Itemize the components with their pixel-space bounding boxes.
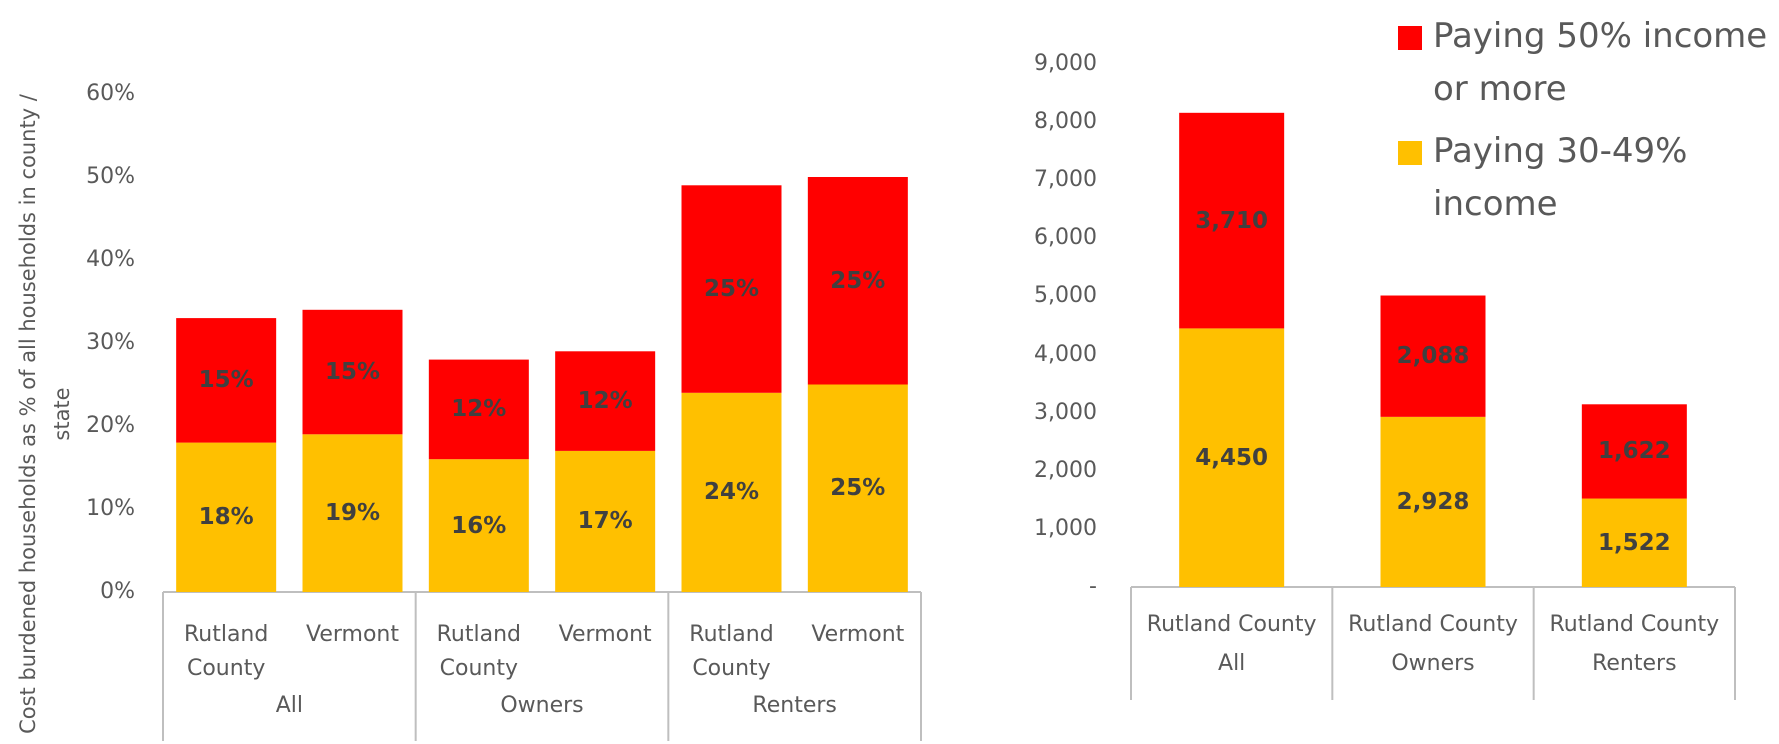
x-tick-label: Rutland County (1348, 612, 1518, 637)
x-tick-label: Rutland County (183, 622, 269, 681)
group-label: Renters (1592, 651, 1677, 676)
bar-segment (555, 351, 656, 451)
group-label: Owners (1391, 651, 1475, 676)
bar-segment (302, 434, 403, 592)
data-label: 24% (703, 479, 760, 506)
x-tick-label: Vermont (811, 622, 905, 647)
x-tick-label: Rutland County (1549, 612, 1720, 637)
group-label: All (275, 693, 303, 718)
bar-segment (428, 459, 529, 592)
data-label: 25% (830, 475, 886, 502)
y-tick-label: 2,000 (1034, 457, 1097, 483)
bar-segment (807, 177, 908, 385)
bar-segment (1179, 112, 1285, 329)
bar-segment (681, 392, 782, 592)
data-label: 18% (198, 504, 254, 531)
y-tick-label: 7,000 (1034, 167, 1097, 193)
bar-segment (302, 309, 403, 435)
y-tick-label: 50% (86, 164, 135, 189)
y-tick-label: 8,000 (1034, 109, 1097, 135)
x-tick-label: Rutland County (689, 622, 774, 681)
y-tick-label: 10% (86, 496, 135, 521)
y-tick-label: 6,000 (1034, 225, 1097, 251)
y-tick-label: 40% (86, 247, 135, 272)
x-tick-label: Vermont (305, 622, 399, 647)
bar-segment (176, 318, 277, 443)
data-label: 1,522 (1597, 529, 1671, 556)
x-tick-label: Rutland County (436, 622, 521, 681)
legend-label: Paying 50% income or more (1433, 16, 1768, 109)
data-label: 16% (451, 512, 507, 539)
group-label: All (1218, 651, 1246, 676)
data-label: 17% (577, 508, 633, 535)
bar-segment (1581, 498, 1687, 587)
x-tick-label: Vermont (558, 622, 652, 647)
bar-segment (1380, 416, 1486, 587)
group-label: Owners (500, 693, 584, 718)
data-label: 25% (703, 276, 760, 303)
legend-swatch (1398, 141, 1422, 165)
bar-segment (555, 450, 656, 592)
y-tick-label: 5,000 (1034, 283, 1097, 309)
data-label: 15% (198, 367, 254, 394)
y-axis-title: Cost burdened households as % of all hou… (16, 94, 74, 734)
bar-segment (1380, 295, 1486, 417)
data-label: 3,710 (1195, 207, 1269, 234)
bar-segment (428, 359, 529, 460)
group-label: Renters (752, 693, 837, 718)
data-label: 2,928 (1396, 488, 1470, 515)
data-label: 25% (830, 267, 886, 294)
y-tick-label: 4,000 (1034, 341, 1097, 367)
bar-segment (807, 384, 908, 592)
bar-segment (1179, 328, 1285, 587)
legend-swatch (1398, 26, 1422, 50)
data-label: 15% (324, 359, 381, 386)
bar-segment (176, 442, 277, 592)
data-label: 12% (577, 388, 633, 415)
y-tick-label: 20% (86, 413, 135, 438)
y-tick-label: - (1089, 574, 1097, 599)
y-tick-label: 0% (100, 579, 135, 604)
y-tick-label: 1,000 (1034, 515, 1097, 541)
data-label: 12% (451, 396, 507, 423)
y-tick-label: 9,000 (1034, 51, 1097, 76)
bar-segment (1581, 404, 1687, 499)
y-tick-label: 30% (86, 330, 135, 355)
bar-segment (681, 185, 782, 393)
data-label: 1,622 (1597, 438, 1671, 465)
x-tick-label: Rutland County (1146, 612, 1317, 637)
data-label: 19% (324, 500, 381, 527)
data-label: 4,450 (1195, 444, 1269, 471)
y-tick-label: 60% (86, 81, 135, 106)
legend-label: Paying 30-49% income (1433, 131, 1688, 224)
y-tick-label: 3,000 (1034, 399, 1097, 425)
data-label: 2,088 (1396, 343, 1470, 370)
